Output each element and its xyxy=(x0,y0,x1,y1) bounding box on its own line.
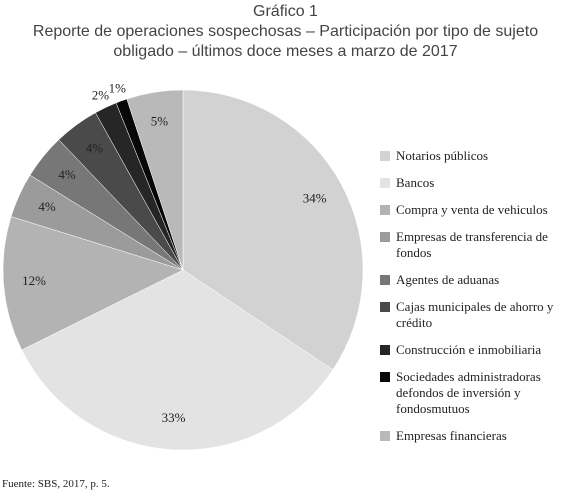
legend-item: Bancos xyxy=(380,175,568,191)
legend-label: Agentes de aduanas xyxy=(396,272,500,287)
legend-swatch xyxy=(380,205,390,215)
value-label: 34% xyxy=(303,190,327,205)
legend-item: Empresas financieras xyxy=(380,428,568,444)
value-label: 2% xyxy=(92,88,110,103)
legend-item: Sociedades administradoras defondos de i… xyxy=(380,369,568,417)
legend-item: Cajas municipales de ahorro y crédito xyxy=(380,299,568,331)
legend-label: Notarios públicos xyxy=(396,148,489,163)
legend-label: Empresas de transferencia de fondos xyxy=(396,229,548,260)
value-label: 4% xyxy=(86,141,104,156)
legend-label: Construcción e inmobiliaria xyxy=(396,342,542,357)
legend-swatch xyxy=(380,151,390,161)
legend-label: Compra y venta de vehiculos xyxy=(396,202,548,217)
legend-label: Empresas financieras xyxy=(396,428,507,443)
legend-swatch xyxy=(380,302,390,312)
value-label: 4% xyxy=(58,167,76,182)
value-label: 33% xyxy=(162,410,186,425)
legend: Notarios públicos Bancos Compra y venta de… xyxy=(380,148,568,444)
pie-slice xyxy=(2,216,184,351)
legend-item: Empresas de transferencia de fondos xyxy=(380,229,568,261)
pie-slice xyxy=(126,89,184,271)
legend-swatch xyxy=(380,345,390,355)
legend-item: Notarios públicos xyxy=(380,148,568,164)
legend-swatch xyxy=(380,372,390,382)
legend-swatch xyxy=(380,178,390,188)
value-label: 4% xyxy=(38,199,56,214)
legend-label: Sociedades administradoras defondos de i… xyxy=(396,369,541,416)
chart-subtitle: Reporte de operaciones sospechosas – Par… xyxy=(32,23,539,60)
legend-item: Agentes de aduanas xyxy=(380,272,568,288)
value-label: 5% xyxy=(151,113,169,128)
value-label: 12% xyxy=(22,273,46,288)
legend-label: Cajas municipales de ahorro y crédito xyxy=(396,299,554,330)
legend-item: Compra y venta de vehiculos xyxy=(380,202,568,218)
source-note: Fuente: SBS, 2017, p. 5. xyxy=(2,478,110,490)
legend-label: Bancos xyxy=(396,175,435,190)
pie-slice xyxy=(21,269,334,451)
value-label: 1% xyxy=(109,81,127,96)
legend-item: Construcción e inmobiliaria xyxy=(380,342,568,358)
legend-swatch xyxy=(380,232,390,242)
legend-swatch xyxy=(380,431,390,441)
chart-title: Gráfico 1 xyxy=(253,3,318,20)
legend-swatch xyxy=(380,275,390,285)
